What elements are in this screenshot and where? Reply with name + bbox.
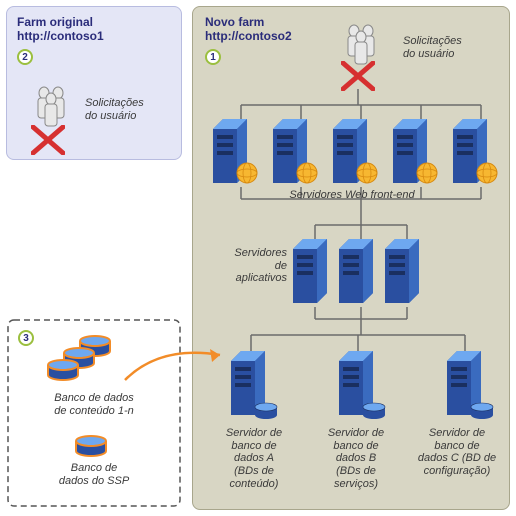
new-farm-panel: Novo farm http://contoso2 1 Solicitações… xyxy=(192,6,510,510)
web-front-label: Servidores Web front-end xyxy=(193,189,511,202)
ssp-db-label: Banco de dados do SSP xyxy=(16,462,172,487)
original-farm-panel: Farm original http://contoso1 2 Solicita… xyxy=(6,6,182,160)
original-farm-title: Farm original http://contoso1 xyxy=(17,15,104,44)
db-server-row xyxy=(223,347,503,425)
web-server-row xyxy=(213,115,509,187)
badge-3: 3 xyxy=(18,330,34,346)
orig-user-req-label: Solicitações do usuário xyxy=(85,97,144,122)
db-b-label: Servidor de banco de dados B (BDs de ser… xyxy=(311,427,401,490)
content-db-stack-icon xyxy=(44,332,124,388)
db-c-label: Servidor de banco de dados C (BD de conf… xyxy=(407,427,507,478)
content-db-label: Banco de dados de conteúdo 1-n xyxy=(16,392,172,417)
x-icon xyxy=(31,125,65,155)
migration-arrow-icon xyxy=(120,340,240,390)
app-servers-label: Servidores de aplicativos xyxy=(209,247,287,285)
orig-title-2: http://contoso1 xyxy=(17,29,104,43)
app-server-row xyxy=(293,235,433,307)
ssp-db-icon xyxy=(74,434,108,458)
db-a-label: Servidor de banco de dados A (BDs de con… xyxy=(209,427,299,490)
orig-title-1: Farm original xyxy=(17,15,104,29)
badge-2: 2 xyxy=(17,49,33,65)
